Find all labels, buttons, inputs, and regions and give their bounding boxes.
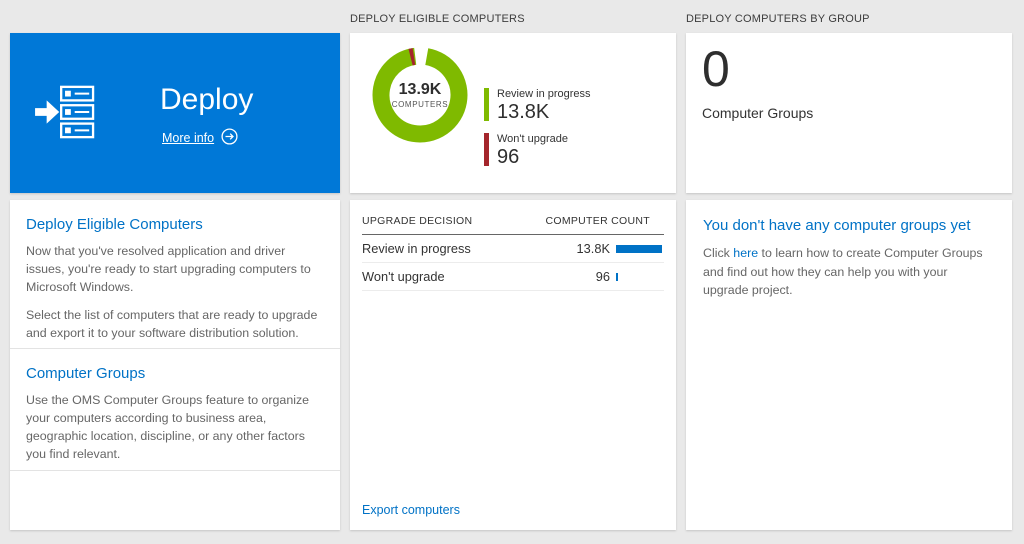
deploy-icon [35,83,97,146]
upgrade-decision-table-card: UPGRADE DECISION COMPUTER COUNT Review i… [350,200,676,530]
right-column-header: DEPLOY COMPUTERS BY GROUP [686,13,870,25]
legend-name: Review in progress [497,88,591,100]
export-computers-link[interactable]: Export computers [362,503,460,517]
paragraph: Now that you've resolved application and… [26,244,311,294]
row-label: Won't upgrade [362,269,445,284]
legend-item-wont-upgrade: Won't upgrade 96 [484,133,591,169]
more-info-link[interactable]: More info [162,128,238,148]
text-before-link: Click [703,246,734,260]
groups-count: 0 [702,41,730,97]
row-label: Review in progress [362,241,471,256]
legend-name: Won't upgrade [497,133,569,145]
middle-column-header: DEPLOY ELIGIBLE COMPUTERS [350,13,525,25]
column-header-upgrade-decision: UPGRADE DECISION [362,215,473,227]
computer-groups-count-tile[interactable]: 0 Computer Groups [686,33,1012,193]
eligible-computers-chart-card: 13.9K COMPUTERS Review in progress 13.8K… [350,33,676,193]
legend-value: 13.8K [497,101,550,123]
row-value: 96 [595,269,610,284]
donut-chart[interactable]: 13.9K COMPUTERS [372,47,468,143]
table-header-row: UPGRADE DECISION COMPUTER COUNT [362,200,664,235]
donut-total-value: 13.9K [398,81,442,98]
no-groups-heading: You don't have any computer groups yet [703,217,971,234]
section-heading-deploy-eligible: Deploy Eligible Computers [26,216,203,233]
section-computer-groups: Computer Groups Use the OMS Computer Gro… [10,348,340,470]
legend-swatch-red [484,133,489,166]
no-groups-info-card: You don't have any computer groups yet C… [686,200,1012,530]
table-row[interactable]: Review in progress 13.8K [362,235,664,263]
groups-count-label: Computer Groups [702,104,814,121]
more-info-label[interactable]: More info [162,131,215,145]
legend-swatch-green [484,88,489,121]
row-value: 13.8K [576,241,610,256]
row-bar [610,272,664,281]
paragraph: Select the list of computers that are re… [26,307,318,340]
column-header-computer-count: COMPUTER COUNT [545,215,650,227]
legend-item-review: Review in progress 13.8K [484,88,591,124]
donut-center: 13.9K COMPUTERS [372,47,468,143]
chart-legend: Review in progress 13.8K Won't upgrade 9… [484,88,591,169]
deploy-description-panel: Deploy Eligible Computers Now that you'v… [10,200,340,530]
arrow-circle-icon [221,128,238,148]
donut-segment-review [372,47,468,143]
deploy-tile-title: Deploy [160,83,254,116]
no-groups-text: Click here to learn how to create Comput… [703,244,995,300]
legend-value: 96 [497,146,520,168]
text-after-link: to learn how to create Computer Groups a… [703,246,983,298]
section-deploy-eligible: Deploy Eligible Computers Now that you'v… [10,200,340,348]
paragraph: Use the OMS Computer Groups feature to o… [26,393,310,461]
here-link[interactable]: here [733,246,759,260]
table-row[interactable]: Won't upgrade 96 [362,263,664,291]
count-bar [616,272,618,281]
donut-total-label: COMPUTERS [391,100,449,109]
deploy-tile[interactable]: Deploy More info [10,33,340,193]
row-bar [610,244,664,253]
section-heading-computer-groups: Computer Groups [26,365,146,382]
empty-section [10,470,340,530]
count-bar [616,244,662,253]
